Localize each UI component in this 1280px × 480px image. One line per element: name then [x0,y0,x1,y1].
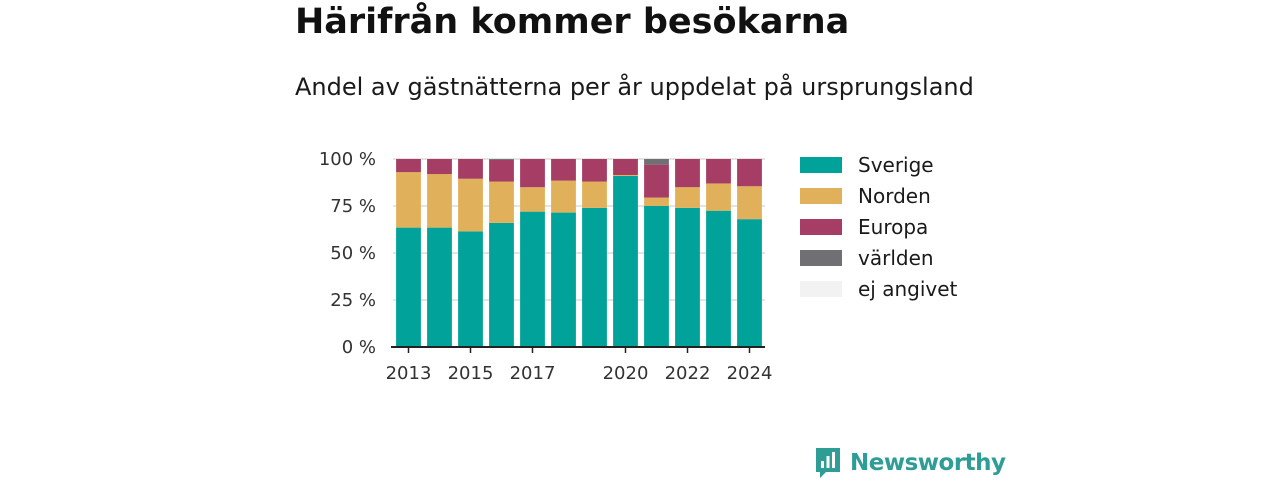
bar-segment-norden [458,178,483,232]
bar-segment-sverige [551,212,576,347]
bar-segment-sverige [675,207,700,347]
x-tick-label: 2022 [665,363,711,384]
bar-segment-europa [520,159,545,188]
x-tick-label: 2020 [603,363,649,384]
x-tick-label: 2024 [727,363,773,384]
chart-subtitle: Andel av gästnätterna per år uppdelat på… [295,73,974,101]
y-tick-label: 100 % [319,149,376,170]
legend-label: Sverige [858,152,934,177]
brand-logo: Newsworthy [814,446,1006,480]
bar-segment-sverige [489,222,514,347]
legend-swatch [800,280,842,297]
bar-segment-norden [427,174,452,228]
legend-swatch [800,156,842,173]
bar-segment-europa [458,159,483,179]
chart-legend: Sverige Norden Europa världen ej angivet [800,149,957,304]
bar-segment-norden [613,174,638,176]
bar-segment-europa [706,159,731,184]
bar-segment-europa [396,159,421,173]
bar-segment-norden [675,187,700,208]
brand-name: Newsworthy [850,450,1006,476]
bar-segment-norden [551,180,576,213]
legend-swatch [800,249,842,266]
bar-segment-världen [489,159,514,160]
legend-swatch [800,218,842,235]
bar-segment-norden [644,197,669,206]
bar-segment-sverige [706,210,731,347]
legend-item: Norden [800,180,957,211]
bar-segment-europa [551,159,576,181]
legend-item: Sverige [800,149,957,180]
bar-segment-världen [644,159,669,165]
bar-segment-europa [489,159,514,182]
y-tick-label: 0 % [342,337,376,358]
bar-segment-norden [396,172,421,228]
y-tick-label: 25 % [330,290,376,311]
bar-segment-sverige [520,211,545,347]
bar-segment-sverige [396,227,421,347]
stacked-bar-chart: 0 % 25 % 50 % 75 % 100 % 2013 2015 2017 2020 2022… [319,149,773,384]
x-tick-label: 2013 [386,363,432,384]
legend-swatch [800,187,842,204]
legend-item: världen [800,242,957,273]
bar-segment-norden [737,186,762,220]
x-tick-label: 2015 [448,363,494,384]
y-tick-label: 50 % [330,243,376,264]
y-tick-label: 75 % [330,196,376,217]
bar-segment-europa [644,164,669,198]
legend-label: Norden [858,183,931,208]
bar-segment-europa [737,159,762,187]
legend-label: världen [858,245,934,270]
bar-segment-europa [582,159,607,182]
bar-segment-sverige [427,227,452,347]
chart-title: Härifrån kommer besökarna [295,2,850,42]
bar-segment-europa [427,159,452,175]
bar-segment-norden [520,187,545,212]
bar-segment-sverige [458,231,483,347]
bar-segment-sverige [737,219,762,347]
bar-segment-norden [489,181,514,223]
newsworthy-logo-icon [816,448,840,478]
bar-segment-sverige [582,207,607,347]
x-tick-label: 2017 [510,363,556,384]
legend-label: ej angivet [858,276,958,301]
legend-item: Europa [800,211,957,242]
bar-segment-europa [613,159,638,175]
legend-label: Europa [858,214,929,239]
bar-segment-norden [582,181,607,208]
bar-segment-norden [706,183,731,211]
bar-segment-sverige [613,175,638,347]
legend-item: ej angivet [800,273,957,304]
bar-segment-europa [675,159,700,188]
bar-segment-sverige [644,206,669,347]
